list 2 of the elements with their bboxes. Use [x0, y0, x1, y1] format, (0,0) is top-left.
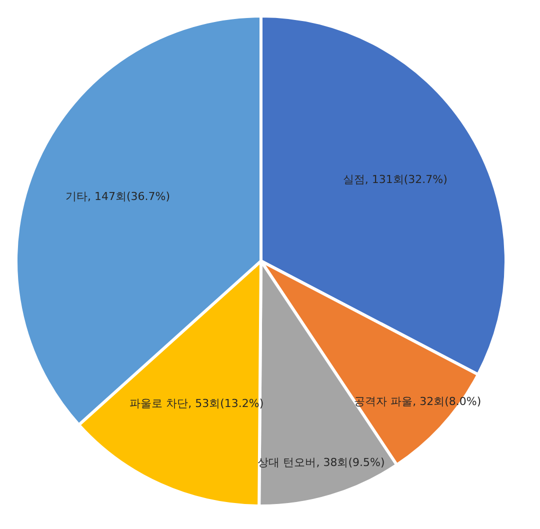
slice-label: 기타, 147회(36.7%) [66, 190, 170, 204]
slice-label: 실점, 131회(32.7%) [342, 172, 448, 186]
